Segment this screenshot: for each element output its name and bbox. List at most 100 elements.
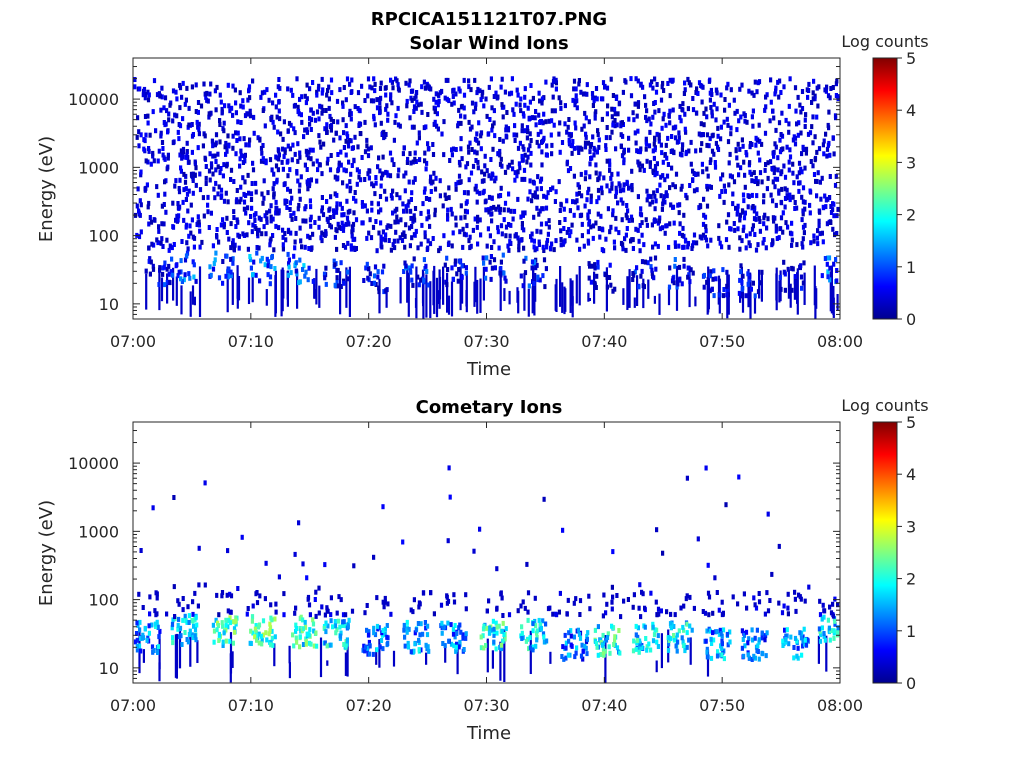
heatmap-cell-1363 [401, 151, 405, 157]
heatmap-cell-553 [464, 631, 468, 637]
heatmap-cell-3073 [749, 286, 753, 292]
heatmap-cell-236 [196, 603, 200, 609]
heatmap-cell-2597 [503, 288, 506, 302]
heatmap-cell-613 [541, 631, 546, 637]
heatmap-cell-1471 [344, 152, 348, 158]
heatmap-cell-2251 [736, 141, 740, 147]
heatmap-cell-457 [249, 214, 253, 219]
heatmap-cell-1769 [617, 230, 621, 236]
heatmap-cell-369 [311, 621, 316, 627]
heatmap-cell-3062 [741, 273, 745, 279]
heatmap-cell-1007 [829, 610, 834, 616]
heatmap-cell-2621 [575, 274, 578, 304]
heatmap-cell-1736 [768, 118, 772, 124]
heatmap-cell-1206 [252, 212, 257, 218]
heatmap-cell-2603 [667, 287, 671, 306]
heatmap-cell-399 [162, 105, 166, 111]
heatmap-cell-862 [538, 208, 542, 214]
heatmap-cell-1895 [466, 190, 470, 196]
heatmap-cell-29 [686, 106, 690, 112]
heatmap-cell-438 [383, 631, 387, 637]
heatmap-cell-2496 [592, 152, 596, 158]
heatmap-cell-415 [468, 140, 472, 146]
heatmap-cell-541 [389, 96, 393, 102]
heatmap-cell-107 [737, 474, 741, 480]
heatmap-cell-943 [197, 126, 201, 132]
heatmap-cell-2648 [231, 272, 234, 305]
heatmap-cell-979 [762, 237, 766, 242]
heatmap-cell-913 [738, 246, 742, 252]
heatmap-cell-3 [786, 611, 790, 617]
heatmap-cell-1575 [264, 160, 268, 166]
heatmap-cell-213 [176, 626, 180, 632]
heatmap-cell-1006 [348, 112, 352, 118]
heatmap-cell-1990 [705, 203, 710, 209]
heatmap-cell-466 [383, 595, 387, 601]
heatmap-cell-1890 [726, 139, 731, 145]
heatmap-cell-2792 [211, 266, 216, 272]
heatmap-cell-2555 [247, 190, 251, 196]
heatmap-cell-2029 [753, 79, 757, 85]
heatmap-cell-248 [290, 195, 294, 201]
heatmap-cell-2527 [829, 86, 833, 91]
heatmap-cell-2371 [335, 228, 339, 234]
heatmap-cell-1786 [490, 195, 494, 201]
heatmap-cell-233 [170, 621, 175, 627]
heatmap-cell-674 [702, 110, 706, 116]
heatmap-cell-1010 [822, 608, 826, 614]
heatmap-cell-2230 [443, 95, 447, 101]
heatmap-cell-13 [151, 505, 155, 511]
heatmap-cell-2903 [422, 277, 426, 283]
heatmap-cell-766 [656, 644, 660, 649]
heatmap-cell-2796 [224, 273, 228, 279]
heatmap-cell-1288 [654, 198, 658, 204]
heatmap-cell-2148 [727, 160, 731, 166]
heatmap-cell-2733 [165, 280, 169, 285]
heatmap-cell-679 [578, 635, 583, 641]
heatmap-cell-73 [516, 608, 520, 614]
heatmap-cell-349 [250, 205, 254, 211]
heatmap-cell-1696 [522, 167, 527, 173]
heatmap-cell-61 [578, 612, 582, 617]
heatmap-cell-630 [574, 93, 578, 99]
heatmap-cell-2186 [207, 111, 211, 117]
heatmap-cell-278 [215, 627, 219, 633]
heatmap-cell-972 [798, 594, 802, 600]
heatmap-cell-930 [766, 608, 771, 614]
heatmap-cell-102 [557, 609, 561, 615]
heatmap-cell-960 [793, 635, 798, 641]
heatmap-cell-1952 [379, 80, 383, 86]
heatmap-cell-925 [765, 590, 769, 596]
heatmap-cell-492 [303, 93, 307, 99]
heatmap-cell-1978 [723, 188, 727, 194]
heatmap-cell-1766 [562, 239, 566, 245]
heatmap-cell-297 [273, 616, 277, 622]
heatmap-cell-559 [782, 163, 786, 169]
heatmap-cell-821 [803, 124, 807, 129]
heatmap-cell-2706 [555, 278, 558, 313]
heatmap-cell-999 [203, 155, 207, 161]
heatmap-cell-295 [494, 90, 498, 96]
heatmap-cell-1771 [692, 188, 697, 194]
heatmap-cell-101 [178, 105, 182, 111]
heatmap-cell-288 [254, 623, 258, 628]
heatmap-cell-1315 [340, 212, 344, 218]
heatmap-cell-2684 [653, 295, 656, 304]
heatmap-cell-1032 [234, 110, 238, 116]
heatmap-cell-1636 [369, 235, 374, 241]
heatmap-cell-2245 [622, 182, 626, 188]
heatmap-cell-336 [433, 207, 437, 213]
heatmap-cell-2084 [260, 231, 264, 237]
heatmap-cell-1009 [831, 613, 836, 619]
heatmap-cell-490 [406, 640, 410, 646]
heatmap-cell-2953 [544, 266, 548, 272]
heatmap-cell-2170 [803, 165, 807, 171]
heatmap-cell-938 [610, 129, 614, 135]
heatmap-cell-1058 [320, 230, 324, 236]
heatmap-cell-731 [610, 623, 614, 629]
heatmap-cell-2955 [521, 283, 525, 289]
heatmap-cell-410 [344, 643, 348, 649]
heatmap-cell-1532 [713, 164, 718, 170]
heatmap-cell-350 [303, 619, 307, 625]
